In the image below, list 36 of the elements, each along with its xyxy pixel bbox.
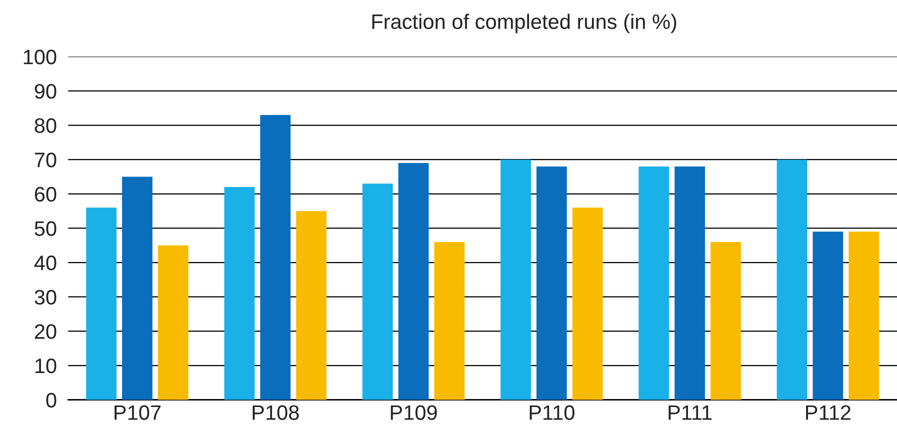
bar xyxy=(296,211,326,400)
bar xyxy=(674,166,705,400)
y-tick-label: 40 xyxy=(34,256,56,270)
bar xyxy=(158,245,188,400)
y-tick-label: 70 xyxy=(34,152,56,168)
y-tick-label: 0 xyxy=(46,392,56,408)
chart-title: Fraction of completed runs (in %) xyxy=(372,14,676,34)
x-tick-label: P109 xyxy=(390,405,437,420)
bar xyxy=(500,160,531,400)
y-tick-label: 90 xyxy=(34,84,56,99)
bar xyxy=(536,166,567,400)
y-tick-label: 10 xyxy=(35,358,56,374)
x-tick-label: P107 xyxy=(114,405,161,420)
bar xyxy=(398,163,429,400)
bar xyxy=(224,187,255,400)
y-tick-label: 50 xyxy=(34,221,56,236)
y-tick-label: 20 xyxy=(34,324,56,339)
bar xyxy=(434,242,465,400)
y-tick-label: 100 xyxy=(24,50,56,64)
x-tick-label: P112 xyxy=(806,405,850,420)
bar xyxy=(122,176,152,400)
x-tick-label: P108 xyxy=(252,405,299,420)
bar xyxy=(710,242,741,400)
x-tick-label: P110 xyxy=(530,405,574,420)
bar xyxy=(776,160,808,400)
y-tick-label: 60 xyxy=(34,186,56,202)
x-tick-label: P111 xyxy=(668,405,712,420)
bar xyxy=(260,114,291,400)
bar xyxy=(638,166,670,400)
y-tick-label: 80 xyxy=(34,118,56,134)
bar xyxy=(812,232,844,400)
bar xyxy=(572,208,603,400)
y-tick-label: 30 xyxy=(34,290,56,305)
bar xyxy=(848,232,880,400)
bar xyxy=(86,208,117,400)
bar xyxy=(362,184,393,400)
